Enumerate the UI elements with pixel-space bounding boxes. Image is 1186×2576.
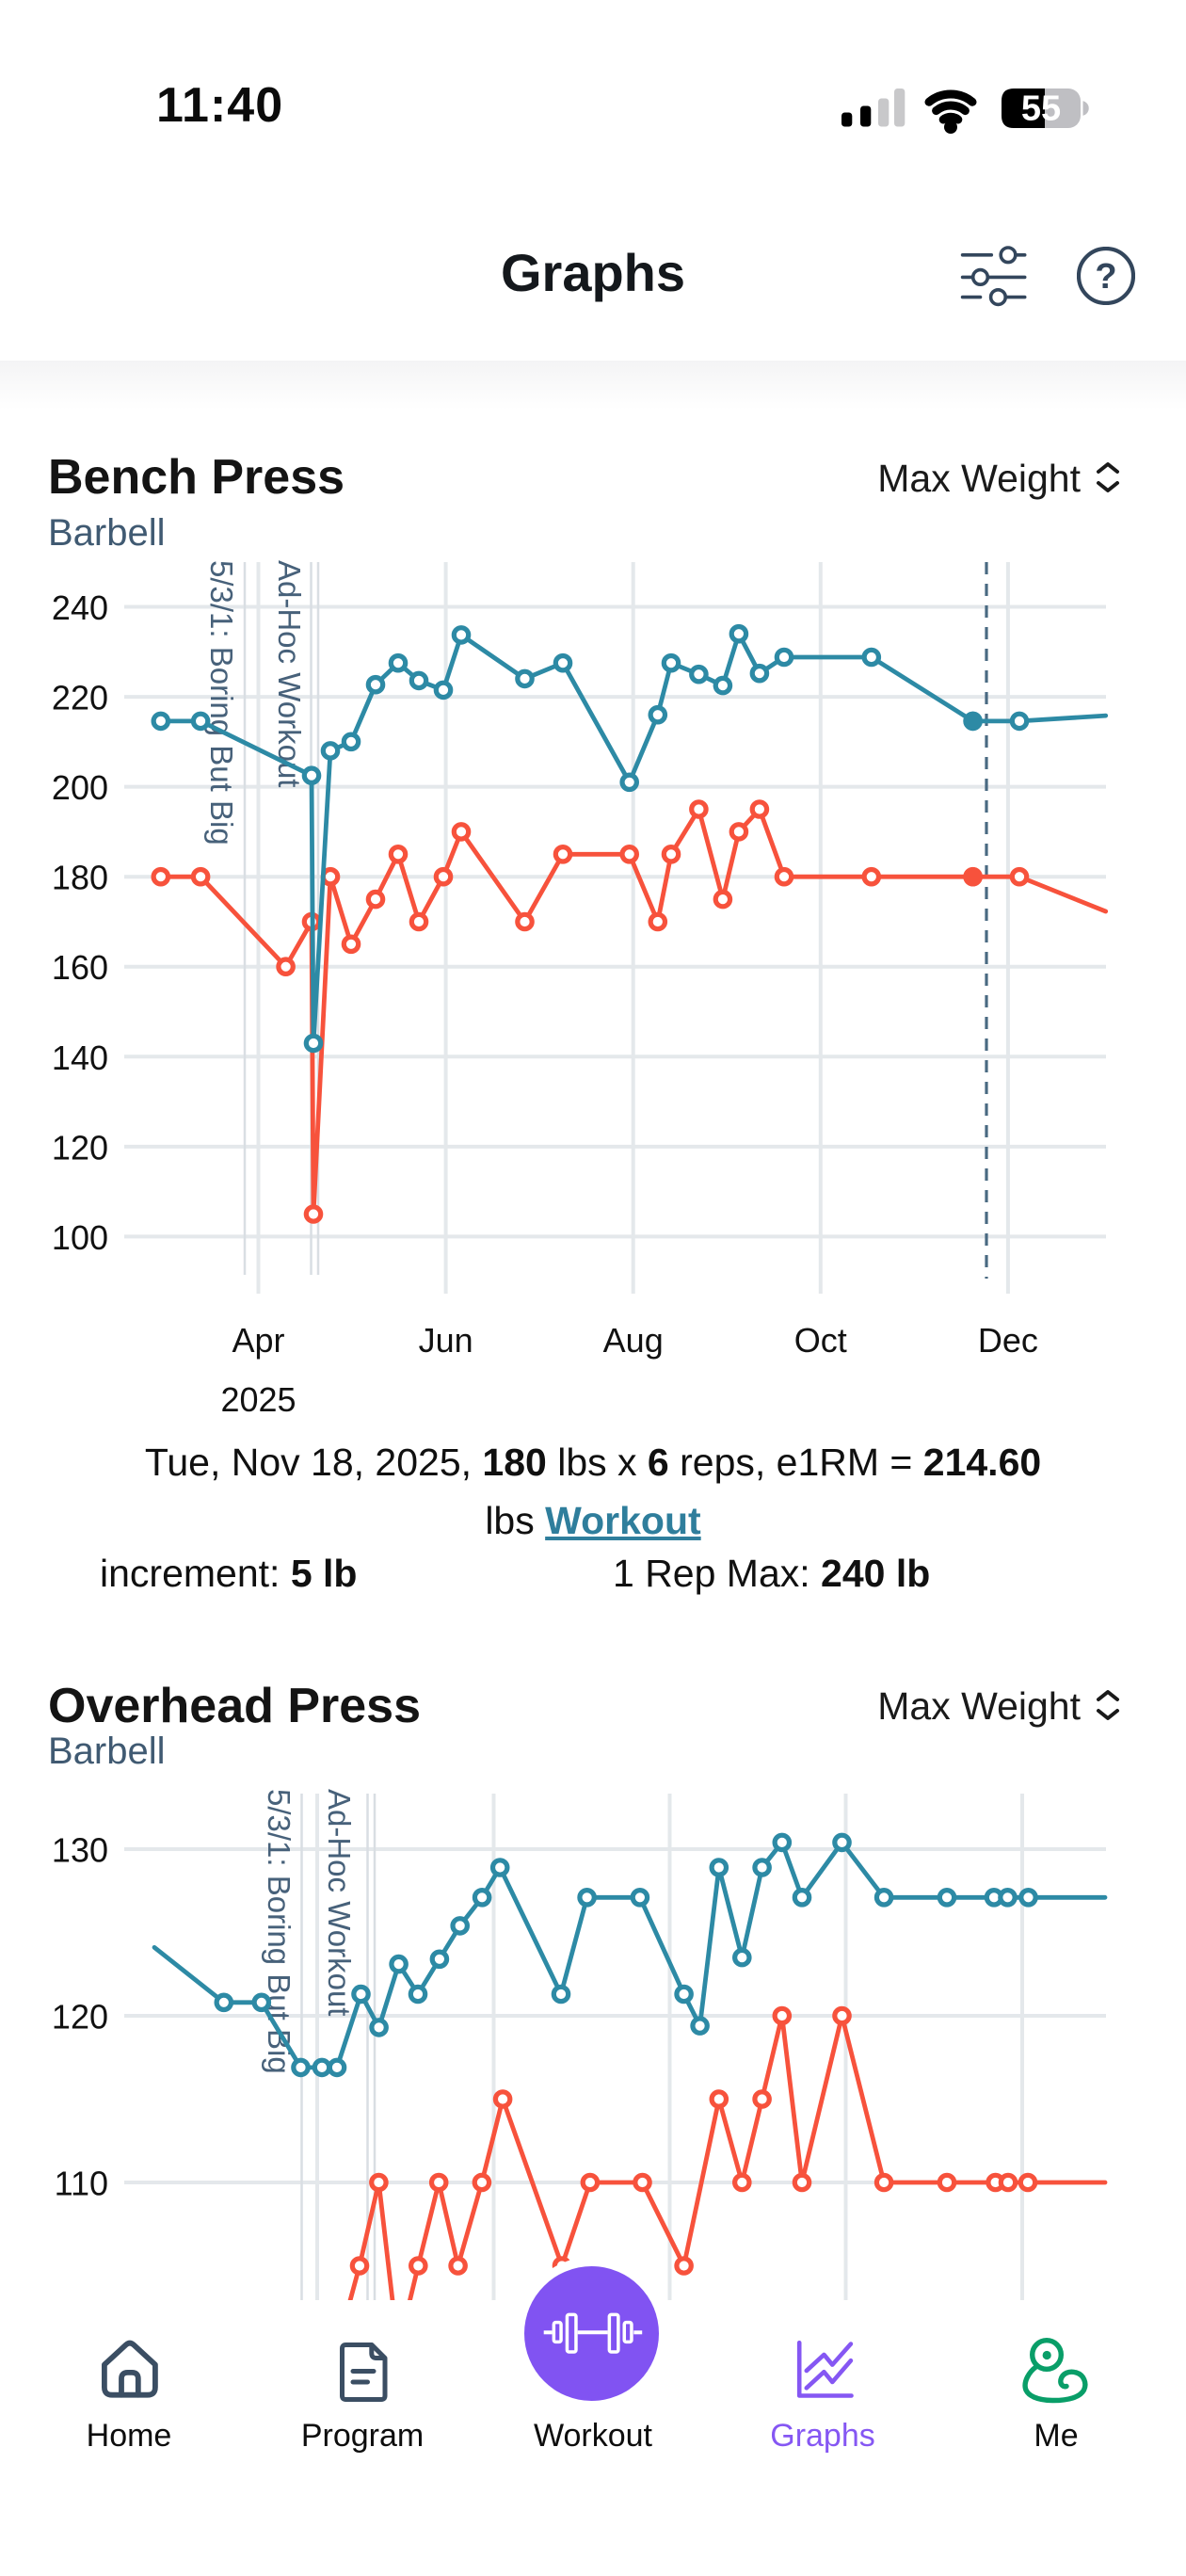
svg-text:160: 160 [52,948,108,987]
svg-text:55: 55 [1021,89,1061,129]
svg-text:5/3/1: Boring But Big: 5/3/1: Boring But Big [262,1789,296,2074]
svg-text:180: 180 [52,859,108,897]
svg-text:220: 220 [52,679,108,717]
svg-text:Apr: Apr [232,1321,284,1360]
svg-text:Ad-Hoc Workout: Ad-Hoc Workout [272,560,307,787]
svg-text:Jun: Jun [419,1321,473,1360]
svg-text:Oct: Oct [794,1321,847,1360]
svg-text:120: 120 [52,1998,108,2037]
svg-text:Ad-Hoc Workout: Ad-Hoc Workout [322,1789,357,2016]
svg-text:100: 100 [52,1218,108,1257]
svg-text:140: 140 [52,1038,108,1077]
svg-text:Dec: Dec [978,1321,1038,1360]
svg-text:5/3/1: Boring But Big: 5/3/1: Boring But Big [204,560,239,845]
svg-text:200: 200 [52,768,108,807]
svg-text:110: 110 [55,2165,108,2203]
svg-text:?: ? [1095,257,1116,297]
svg-text:Aug: Aug [603,1321,664,1360]
svg-text:120: 120 [52,1128,108,1167]
svg-text:130: 130 [52,1831,108,1870]
svg-text:240: 240 [52,588,108,627]
svg-text:2025: 2025 [220,1380,296,1419]
